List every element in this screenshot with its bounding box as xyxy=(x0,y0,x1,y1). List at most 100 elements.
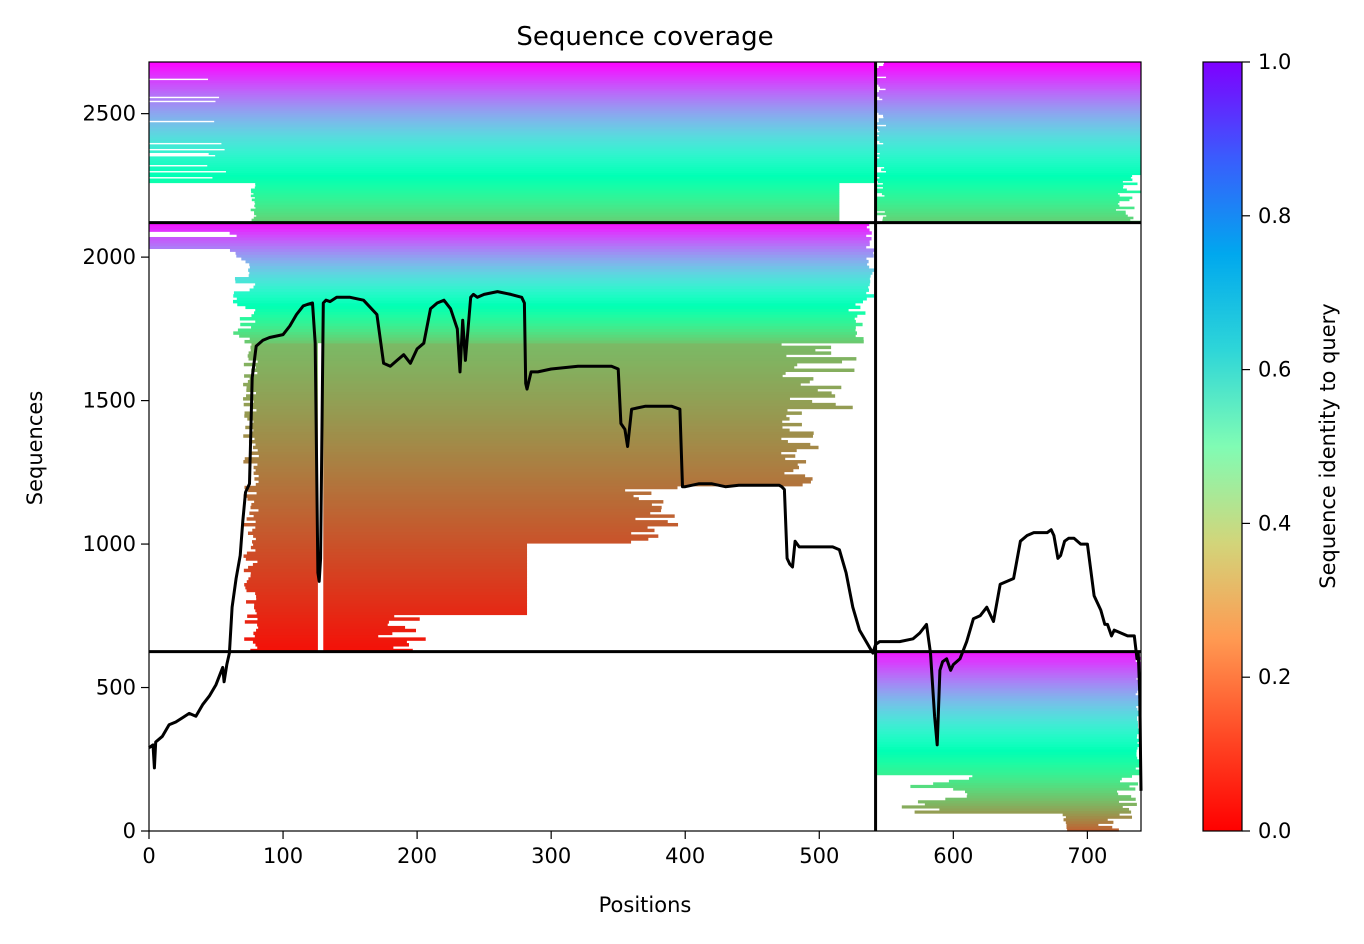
heat-row xyxy=(254,196,840,200)
x-tick-label: 400 xyxy=(665,844,705,868)
heat-row xyxy=(879,130,1141,133)
heat-row xyxy=(248,488,626,493)
heat-row xyxy=(149,118,876,121)
heat-row xyxy=(252,528,655,533)
heat-row xyxy=(252,640,407,644)
heat-row xyxy=(253,471,785,475)
heat-row xyxy=(149,64,876,67)
heat-row xyxy=(254,186,840,190)
heat-row xyxy=(875,100,1141,103)
heat-row xyxy=(248,351,832,355)
heat-row xyxy=(149,128,876,131)
heat-row xyxy=(875,70,1141,73)
colorbar-tick-label: 1.0 xyxy=(1258,50,1291,74)
heat-row xyxy=(885,88,1141,91)
heat-row xyxy=(875,751,1137,755)
heat-row xyxy=(875,72,1141,75)
heat-row xyxy=(247,417,790,421)
heat-row xyxy=(877,128,1141,131)
heat-row xyxy=(875,713,1141,717)
heat-row xyxy=(254,605,528,610)
heat-row xyxy=(882,182,1138,186)
heat-row xyxy=(243,362,798,367)
heat-row xyxy=(243,397,790,401)
heat-row xyxy=(250,348,816,352)
heat-row xyxy=(257,560,528,564)
heat-row xyxy=(875,674,1140,678)
heat-row xyxy=(878,120,1141,123)
heat-row xyxy=(149,88,876,91)
heat-row xyxy=(149,134,876,137)
heat-row xyxy=(972,774,1133,778)
heat-row xyxy=(149,228,870,232)
heat-row xyxy=(885,170,1141,174)
heat-row xyxy=(255,591,528,596)
heat-row xyxy=(149,178,876,182)
heat-row xyxy=(875,687,1139,691)
heat-row xyxy=(233,291,867,295)
heat-row xyxy=(149,158,876,162)
heat-row xyxy=(255,525,648,530)
heat-row xyxy=(875,690,1138,694)
heat-row xyxy=(246,388,818,393)
heat-row xyxy=(255,468,794,473)
heat-row xyxy=(250,545,528,550)
heat-row xyxy=(243,382,801,387)
heat-row xyxy=(251,342,782,347)
heat-row xyxy=(883,116,1141,119)
heat-row xyxy=(254,500,664,504)
heat-row xyxy=(251,502,652,507)
heat-row xyxy=(247,531,632,536)
x-tick-label: 100 xyxy=(263,844,303,868)
heat-row xyxy=(149,82,876,85)
heat-row xyxy=(244,411,802,415)
heat-row xyxy=(966,795,1132,799)
heat-row xyxy=(250,405,853,410)
heat-row xyxy=(875,144,1141,147)
heat-row xyxy=(212,176,876,180)
heat-row xyxy=(875,212,1126,216)
heat-row xyxy=(901,805,1123,809)
heat-row xyxy=(149,68,876,71)
heat-row xyxy=(875,761,1141,765)
heat-row xyxy=(879,176,1131,180)
heat-row xyxy=(255,202,840,206)
heat-row xyxy=(249,377,814,381)
heat-row xyxy=(875,148,1141,151)
heat-row xyxy=(149,92,876,95)
heat-row xyxy=(235,251,874,255)
heat-row xyxy=(254,477,813,481)
heat-row xyxy=(875,122,1141,125)
heat-row xyxy=(255,282,870,287)
heat-row xyxy=(256,611,528,616)
heat-row xyxy=(244,620,389,624)
heat-row xyxy=(884,194,1120,198)
heat-row xyxy=(251,198,840,202)
heat-row xyxy=(875,749,1137,753)
heat-row xyxy=(924,802,1137,806)
heat-row xyxy=(875,738,1140,742)
heat-row xyxy=(875,196,1133,200)
heat-row xyxy=(255,537,649,541)
heat-row xyxy=(149,146,876,149)
heat-row xyxy=(965,790,1118,794)
heat-row xyxy=(875,741,1138,745)
heat-row xyxy=(221,142,876,145)
heat-row xyxy=(149,76,876,79)
heat-row xyxy=(254,204,840,208)
heat-row xyxy=(149,168,876,172)
heat-row xyxy=(254,212,840,216)
heat-row xyxy=(875,764,1141,768)
heat-row xyxy=(207,164,876,168)
heat-row xyxy=(875,102,1141,105)
heat-row xyxy=(149,108,876,111)
heat-row xyxy=(214,120,876,123)
heat-row xyxy=(149,116,876,119)
heat-row xyxy=(149,239,870,244)
heat-row xyxy=(233,294,874,298)
heat-row xyxy=(886,76,1141,79)
heat-row xyxy=(939,807,1130,812)
heat-row xyxy=(237,302,856,307)
heat-row xyxy=(254,210,840,214)
heat-row xyxy=(251,218,840,222)
